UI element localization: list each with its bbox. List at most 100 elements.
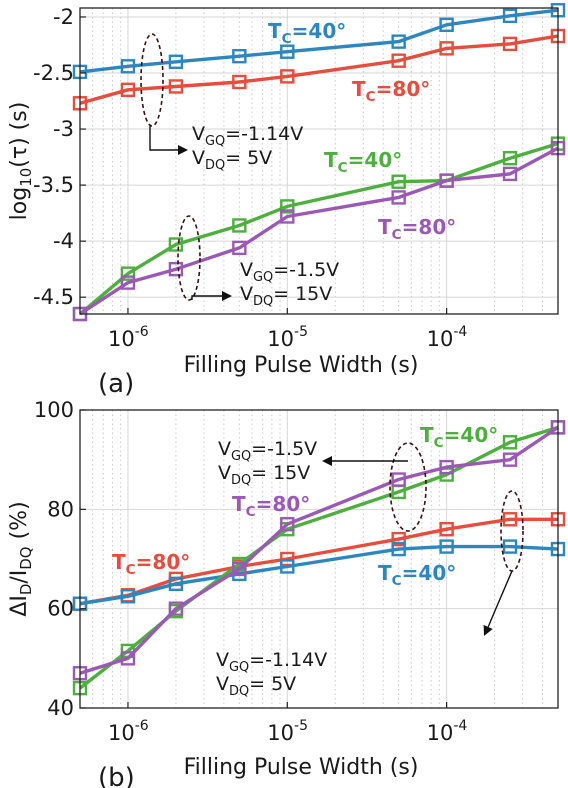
- bias-label-b-bias-2-vgq: VGQ=-1.14V: [216, 649, 327, 675]
- panel-label: (a): [98, 369, 134, 399]
- series-b-purple: [72, 420, 566, 681]
- bias-label-b-bias-1-vdq: VDQ= 15V: [218, 462, 310, 488]
- tc-label-a-tc-green: TC=40°: [324, 148, 402, 176]
- y-axis-label: ΔID/IDQ (%): [7, 501, 35, 616]
- data-point-b-blue: [120, 589, 136, 604]
- data-point-a-purple: [391, 190, 406, 205]
- bias-label-a-bias-2-vgq: VGQ=-1.5V: [240, 259, 339, 285]
- tc-label-b-tc-blue: TC=40°: [378, 561, 456, 589]
- annotation-arrow-head: [178, 145, 188, 155]
- data-point-b-blue: [502, 539, 518, 554]
- data-point-a-green: [280, 199, 295, 214]
- data-point-b-blue: [280, 559, 295, 574]
- plot-area: [80, 8, 558, 314]
- bias-label-b-bias-1-vgq: VGQ=-1.5V: [218, 438, 317, 464]
- y-tick-label: -3: [53, 117, 74, 141]
- y-tick-label: 100: [34, 398, 74, 422]
- bias-label-a-bias-2-vdq: VDQ= 15V: [240, 283, 332, 309]
- data-point-a-red: [168, 79, 184, 94]
- data-point-b-purple: [120, 651, 136, 666]
- data-point-a-green: [120, 266, 136, 281]
- annotation-arrow: [488, 570, 513, 626]
- x-tick-label: 10-6: [108, 718, 149, 745]
- data-point-a-red: [280, 69, 295, 84]
- data-point-a-green: [168, 237, 184, 252]
- annotation-arrow: [149, 126, 178, 151]
- data-point-a-green: [502, 150, 518, 166]
- data-point-a-green: [391, 174, 406, 189]
- annotation-arrow-head: [222, 291, 232, 301]
- y-axis-label: log10(τ) (s): [7, 102, 35, 221]
- series-a-red: [72, 28, 566, 111]
- data-point-b-green: [502, 435, 518, 450]
- y-tick-label: -3.5: [33, 173, 74, 197]
- tc-label-b-tc-green: TC=40°: [420, 423, 498, 451]
- x-tick-label: 10-4: [427, 324, 468, 351]
- dashed-ellipse: [177, 215, 201, 301]
- data-point-a-purple: [439, 173, 454, 188]
- data-point-a-red: [391, 53, 406, 68]
- tc-label-a-tc-purple: TC=80°: [378, 215, 456, 243]
- data-point-b-purple: [502, 452, 518, 467]
- data-point-b-red: [391, 531, 406, 547]
- y-tick-label: -4.5: [33, 285, 74, 309]
- series-a-green: [72, 136, 566, 322]
- dashed-ellipse: [500, 490, 524, 572]
- series-line-a-blue: [79, 8, 559, 74]
- y-tick-label: -2: [53, 5, 74, 29]
- annotation-arrow: [191, 295, 222, 300]
- data-point-b-red: [439, 522, 454, 537]
- bias-label-a-bias-1-vdq: VDQ= 5V: [192, 147, 272, 173]
- series-line-b-purple: [79, 425, 559, 675]
- y-tick-label: 40: [47, 696, 74, 720]
- data-point-a-blue: [502, 8, 518, 24]
- data-point-a-red: [439, 41, 454, 56]
- chart-panel-a: 10-6 10-5 10-4 -2 -2.5 -3 -3.5 -4 -4.5 Filling Pu…: [7, 3, 566, 399]
- annotation-arrow-head: [322, 456, 332, 466]
- y-tick-label: 80: [47, 497, 74, 521]
- data-point-b-blue: [168, 576, 184, 592]
- data-point-a-blue: [120, 59, 136, 74]
- series-line-a-green: [78, 141, 559, 316]
- data-point-a-red: [120, 82, 136, 98]
- bias-label-b-bias-2-vdq: VDQ= 5V: [216, 673, 296, 699]
- chart-panel-b: 10-6 10-5 10-4 40 60 80 100 Filling Pulse Width…: [7, 398, 566, 788]
- series-a-blue: [72, 3, 566, 80]
- axes-frame: [79, 409, 559, 709]
- x-tick-label: 10-5: [267, 718, 308, 745]
- x-tick-label: 10-5: [267, 324, 308, 351]
- y-tick-label: 60: [47, 597, 74, 621]
- x-axis-label: Filling Pulse Width (s): [184, 755, 419, 780]
- data-point-b-blue: [391, 541, 406, 557]
- axes-frame: [79, 7, 559, 315]
- data-point-b-purple: [280, 517, 295, 532]
- data-point-a-red: [502, 36, 518, 52]
- data-point-a-purple: [280, 209, 295, 224]
- series-line-b-blue: [79, 544, 559, 606]
- data-point-a-red: [232, 74, 247, 90]
- panel-label: (b): [98, 763, 135, 788]
- annotation-arrow-head: [483, 624, 493, 636]
- y-tick-label: -2.5: [33, 61, 74, 85]
- x-tick-label: 10-4: [427, 718, 468, 745]
- annotation-arrow-shaft: [487, 624, 490, 628]
- data-point-a-purple: [232, 240, 247, 256]
- series-line-a-purple: [79, 146, 559, 316]
- dashed-ellipse: [389, 442, 427, 532]
- bias-label-a-bias-1-vgq: VGQ=-1.14V: [192, 123, 303, 149]
- x-tick-label: 10-6: [108, 324, 149, 351]
- series-line-b-red: [79, 517, 558, 606]
- data-point-a-purple: [168, 261, 184, 277]
- tc-label-a-tc-blue: TC=40°: [268, 19, 346, 47]
- data-point-b-blue: [439, 539, 454, 554]
- data-point-b-purple: [439, 459, 454, 475]
- data-point-a-blue: [439, 17, 454, 33]
- data-point-a-green: [232, 218, 247, 233]
- y-tick-label: -4: [53, 229, 74, 253]
- data-point-a-blue: [232, 48, 247, 64]
- data-point-a-blue: [280, 44, 295, 59]
- data-point-b-purple: [232, 561, 247, 577]
